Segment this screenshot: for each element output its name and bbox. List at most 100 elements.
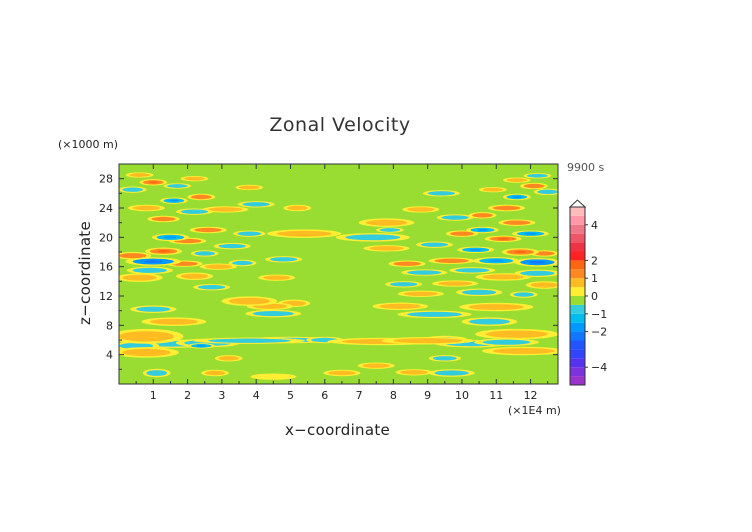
velocity-cell-negative [407, 270, 442, 275]
colorbar-level [570, 278, 585, 288]
velocity-cell-negative [167, 184, 188, 188]
velocity-cell-negative [427, 191, 456, 196]
velocity-cell-negative [218, 243, 246, 249]
colorbar-tick-label: 2 [591, 254, 598, 267]
colorbar-level [570, 358, 585, 368]
colorbar-overflow-cap [568, 199, 587, 208]
colorbar-level [570, 224, 585, 234]
z-axis-units: (×1000 m) [58, 138, 119, 151]
velocity-cell-positive [434, 258, 469, 263]
y-tick-label: 8 [106, 319, 113, 332]
colorbar-level [570, 313, 585, 323]
velocity-core [164, 236, 177, 239]
colorbar-level [570, 207, 585, 216]
velocity-cell-negative [389, 282, 418, 287]
velocity-cell-positive [208, 207, 243, 212]
velocity-cell-positive [468, 304, 524, 310]
velocity-cell-positive [328, 370, 356, 376]
velocity-cell-positive [403, 291, 438, 296]
velocity-cell-positive [263, 275, 291, 280]
colorbar-tick-label: −1 [591, 308, 607, 321]
velocity-cell-negative [527, 173, 548, 178]
colorbar-level [570, 376, 585, 385]
velocity-cell-positive [533, 251, 555, 256]
x-tick-label: 7 [356, 389, 363, 402]
velocity-cell-positive [132, 205, 161, 211]
x-tick-label: 9 [424, 389, 431, 402]
velocity-cell-positive [492, 205, 521, 211]
velocity-core [529, 260, 546, 264]
velocity-cell-negative [136, 306, 171, 312]
y-tick-label: 24 [99, 202, 113, 215]
y-axis: 4 8 12 16 20 24 28 [99, 173, 558, 370]
y-tick-label: 28 [99, 173, 113, 186]
chart-title: Zonal Velocity [269, 114, 411, 136]
velocity-cell-positive [369, 246, 404, 251]
velocity-cell-negative [441, 215, 469, 220]
colorbar-level [570, 233, 585, 243]
x-tick-label: 2 [184, 389, 191, 402]
colorbar-level [570, 322, 585, 332]
velocity-cell-negative [513, 292, 534, 297]
velocity-cell-negative [232, 260, 253, 266]
colorbar-level [570, 304, 585, 314]
velocity-cell-negative [208, 338, 291, 343]
velocity-cell-positive [393, 261, 421, 266]
velocity-cell-negative [132, 267, 168, 273]
colorbar-level [570, 340, 585, 350]
velocity-cell-positive [149, 318, 198, 325]
velocity-cell-negative [122, 187, 144, 192]
colorbar-level [570, 251, 585, 261]
velocity-cell-positive [449, 231, 474, 236]
velocity-core [496, 237, 510, 240]
colorbar-tick-label: 0 [591, 290, 598, 303]
velocity-cell-positive [362, 363, 390, 368]
velocity-cell-positive [191, 194, 212, 200]
y-tick-label: 16 [99, 261, 113, 274]
velocity-cell-positive [482, 274, 524, 280]
velocity-cell-negative [269, 257, 298, 262]
velocity-cell-positive [393, 338, 462, 344]
colorbar-level [570, 269, 585, 279]
velocity-cell-negative [434, 370, 469, 376]
velocity-cell-negative [194, 251, 216, 256]
plot-frame [118, 163, 559, 385]
colorbar-level [570, 349, 585, 359]
velocity-cell-positive [204, 370, 226, 376]
velocity-cell-positive [129, 173, 150, 177]
colorbar-tick-label: −4 [591, 361, 607, 374]
x-tick-label: 11 [489, 389, 503, 402]
velocity-cell-negative [180, 209, 209, 214]
velocity-core [157, 250, 170, 253]
velocity-cell-negative [252, 311, 294, 317]
y-tick-label: 20 [99, 231, 113, 244]
y-tick-label: 4 [106, 349, 113, 362]
velocity-cell-positive [503, 220, 531, 225]
velocity-cell-positive [256, 374, 291, 379]
y-tick-label: 12 [99, 290, 113, 303]
velocity-core [196, 345, 206, 347]
velocity-cell-negative [379, 228, 401, 232]
velocity-cell-negative [468, 318, 510, 325]
colorbar-level [570, 296, 585, 305]
x-tick-label: 6 [321, 389, 328, 402]
velocity-cell-negative [455, 268, 490, 273]
colorbar-tick-label: 1 [591, 272, 598, 285]
velocity-cell-positive [506, 178, 528, 182]
velocity-cell-positive [482, 187, 504, 192]
velocity-cell-positive [122, 348, 171, 357]
x-tick-label: 4 [253, 389, 260, 402]
velocity-cell-positive [122, 274, 157, 281]
velocity-core [144, 260, 163, 263]
colorbar-level [570, 287, 585, 296]
colorbar-level [570, 260, 585, 270]
velocity-cell-negative [146, 370, 168, 376]
velocity-cell-positive [184, 176, 205, 181]
velocity-cell-positive [119, 331, 174, 342]
velocity-cell-negative [432, 356, 457, 361]
velocity-cell-negative [237, 231, 262, 236]
velocity-cell-negative [537, 189, 558, 195]
x-tick-label: 8 [390, 389, 397, 402]
x-axis-units: (×1E4 m) [508, 404, 561, 417]
